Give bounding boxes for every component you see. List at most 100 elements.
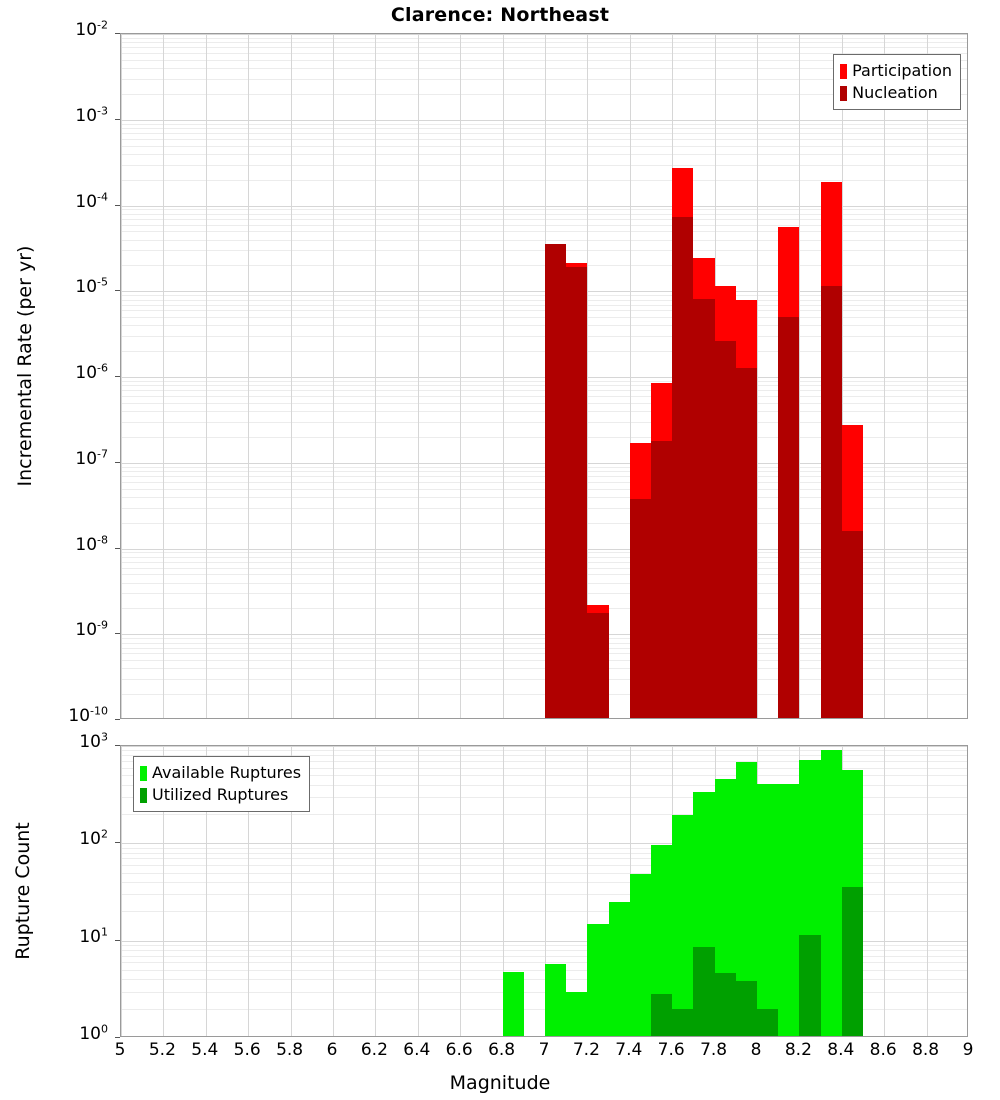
bar-segment-nucleation — [778, 317, 800, 718]
bar-available-ruptures — [629, 874, 651, 1036]
y-axis-tick-mark — [115, 745, 120, 746]
bar-segment-nucleation — [841, 531, 863, 718]
bar-segment-utilized-ruptures — [799, 934, 821, 1036]
legend-item-participation: Participation — [840, 60, 952, 82]
bar-segment-nucleation — [735, 368, 757, 718]
bar-participation — [693, 258, 715, 718]
bar-participation — [672, 167, 694, 718]
y-axis-tick-label: 101 — [79, 925, 108, 947]
bar-available-ruptures — [672, 815, 694, 1036]
legend-item-available-ruptures: Available Ruptures — [140, 762, 301, 784]
legend-label: Available Ruptures — [152, 763, 302, 782]
bar-segment-utilized-ruptures — [841, 886, 863, 1036]
x-axis-tick-label: 7.2 — [572, 1040, 600, 1060]
y-axis-tick-mark — [115, 842, 120, 844]
legend-item-utilized-ruptures: Utilized Ruptures — [140, 784, 301, 806]
bar-participation — [651, 383, 673, 718]
bar-available-ruptures — [757, 783, 779, 1036]
bar-participation — [629, 443, 651, 718]
bar-participation — [820, 181, 842, 718]
x-axis-tick-label: 5.4 — [191, 1040, 219, 1060]
y-axis-tick-label: 10-3 — [75, 104, 108, 126]
y-axis-tick-label: 10-2 — [75, 18, 108, 40]
legend-swatch-icon — [140, 765, 147, 781]
bar-available-ruptures — [841, 770, 863, 1036]
y-axis-tick-mark — [115, 1037, 120, 1038]
legend-swatch-icon — [140, 787, 147, 803]
bar-segment-nucleation — [672, 216, 694, 718]
x-axis-tick-label: 7.6 — [657, 1040, 685, 1060]
bar-participation — [778, 227, 800, 718]
x-axis-tick-label: 6.2 — [360, 1040, 388, 1060]
x-axis-tick-label: 5 — [114, 1040, 126, 1060]
bar-segment-nucleation — [651, 441, 673, 718]
y-axis-tick-mark — [115, 118, 120, 120]
top-bars — [121, 34, 967, 718]
legend-item-nucleation: Nucleation — [840, 82, 952, 104]
y-axis-tick-mark — [115, 376, 120, 377]
x-axis-tick-label: 5.8 — [276, 1040, 304, 1060]
bar-segment-nucleation — [545, 243, 567, 718]
bar-segment-utilized-ruptures — [735, 980, 757, 1036]
legend-swatch-icon — [840, 63, 848, 79]
top-chart-legend: Participation Nucleation — [833, 54, 961, 111]
y-axis-tick-mark — [115, 939, 120, 941]
x-axis-tick-label: 8.8 — [912, 1040, 940, 1060]
bar-available-ruptures — [502, 971, 524, 1036]
y-axis-tick-mark — [115, 33, 120, 34]
y-axis-tick-label: 10-6 — [75, 361, 108, 383]
x-axis-tick-label: 5.6 — [233, 1040, 261, 1060]
bar-available-ruptures — [799, 760, 821, 1036]
bar-segment-nucleation — [714, 340, 736, 718]
legend-label: Nucleation — [852, 83, 938, 103]
x-axis-tick-label: 6.8 — [488, 1040, 516, 1060]
y-axis-tick-label: 10-10 — [68, 704, 108, 726]
bar-participation — [735, 299, 757, 718]
y-axis-tick-label: 10-8 — [75, 532, 108, 555]
y-axis-tick-mark — [115, 719, 120, 720]
x-axis-tick-label: 5.2 — [148, 1040, 176, 1060]
x-axis-tick-label: 6.4 — [403, 1040, 431, 1060]
y-axis-tick-label: 103 — [79, 730, 108, 752]
y-axis-tick-mark — [115, 633, 120, 635]
incremental-rate-plot: Participation Nucleation — [120, 33, 968, 719]
x-axis-tick-label: 8.4 — [827, 1040, 855, 1060]
bar-available-ruptures — [608, 901, 630, 1036]
bar-available-ruptures — [587, 924, 609, 1036]
bottom-bars — [121, 746, 967, 1036]
x-axis-tick-label: 6 — [326, 1040, 338, 1060]
bar-available-ruptures — [820, 750, 842, 1036]
bar-participation — [545, 243, 567, 718]
bar-available-ruptures — [693, 792, 715, 1036]
bottom-chart-legend: Available Ruptures Utilized Ruptures — [133, 756, 311, 813]
bar-segment-utilized-ruptures — [651, 994, 673, 1036]
bar-segment-nucleation — [693, 298, 715, 718]
bar-participation — [841, 425, 863, 718]
x-axis-tick-label: 9 — [962, 1040, 974, 1060]
bar-segment-nucleation — [629, 498, 651, 718]
y-axis-tick-label: 100 — [79, 1022, 108, 1044]
x-axis-tick-label: 6.6 — [445, 1040, 473, 1060]
legend-label: Participation — [852, 61, 952, 80]
bar-available-ruptures — [735, 761, 757, 1036]
y-axis-tick-label: 10-5 — [75, 275, 108, 298]
x-axis-label: Magnitude — [449, 1072, 551, 1094]
x-axis-tick-label: 7 — [538, 1040, 550, 1060]
bar-available-ruptures — [545, 963, 567, 1036]
x-axis-tick-label: 7.4 — [615, 1040, 643, 1060]
bar-available-ruptures — [714, 778, 736, 1036]
y-axis-tick-mark — [115, 547, 120, 549]
bar-segment-utilized-ruptures — [714, 973, 736, 1036]
y-axis-tick-mark — [115, 204, 120, 206]
bar-available-ruptures — [651, 844, 673, 1036]
bar-segment-nucleation — [820, 285, 842, 718]
bar-segment-nucleation — [566, 267, 588, 718]
y-axis-tick-label: 10-9 — [75, 618, 108, 641]
bar-segment-utilized-ruptures — [693, 946, 715, 1036]
bar-segment-utilized-ruptures — [757, 1008, 779, 1036]
y-axis-tick-mark — [115, 461, 120, 463]
legend-swatch-icon — [840, 85, 848, 101]
x-axis-tick-label: 8.2 — [784, 1040, 812, 1060]
page-title: Clarence: Northeast — [390, 4, 610, 26]
